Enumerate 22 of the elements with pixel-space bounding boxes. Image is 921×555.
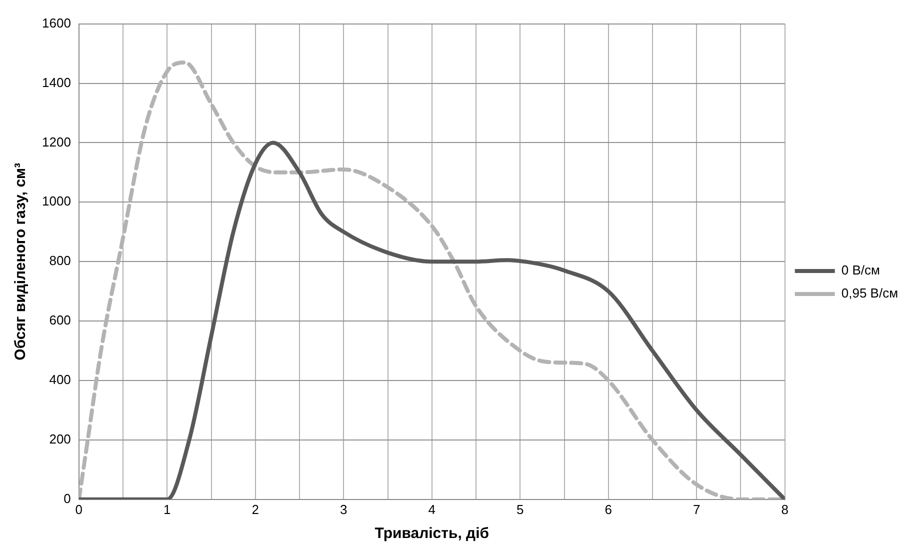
legend-label: 0,95 В/см [841, 286, 898, 301]
y-tick-label: 1000 [42, 194, 71, 209]
y-axis-title: Обсяг виділеного газу, см³ [12, 162, 30, 360]
legend-label: 0 В/см [841, 262, 880, 278]
x-tick-label: 0 [75, 502, 83, 517]
y-tick-label: 400 [49, 372, 71, 388]
y-tick-label: 800 [49, 253, 71, 268]
x-tick-label: 2 [252, 502, 260, 517]
x-tick-label: 6 [604, 502, 612, 517]
y-tick-label: 1600 [42, 15, 71, 30]
y-tick-label: 0 [64, 490, 71, 506]
x-tick-label: 5 [516, 502, 524, 517]
y-tick-label: 600 [49, 312, 71, 328]
x-tick-label: 7 [693, 502, 700, 517]
x-tick-label: 1 [164, 502, 171, 517]
y-tick-label: 1400 [42, 74, 71, 90]
y-tick-label: 1200 [42, 134, 71, 150]
y-tick-label: 200 [49, 432, 71, 447]
x-tick-label: 3 [340, 502, 348, 517]
x-tick-label: 8 [781, 502, 788, 517]
x-axis-title: Тривалість, діб [374, 525, 490, 542]
x-tick-label: 4 [428, 502, 436, 517]
